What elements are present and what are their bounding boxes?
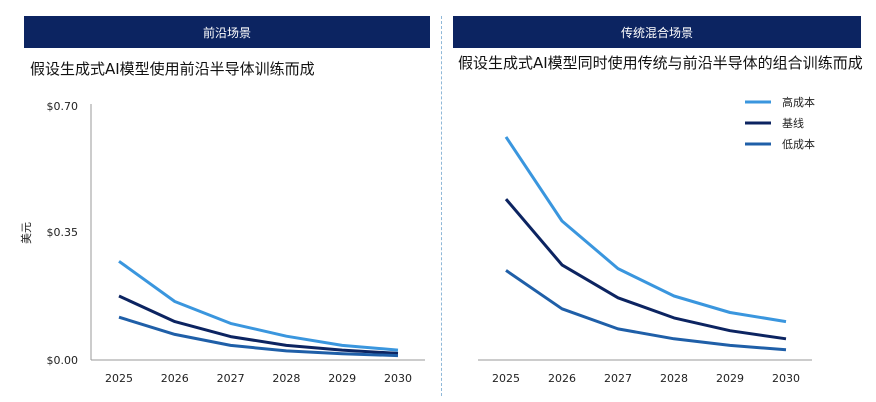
left-panel-banner: 前沿场景 (24, 16, 430, 48)
right-series-high-line (504, 136, 787, 324)
right-panel-banner: 传统混合场景 (453, 16, 861, 48)
left-series-low-line (118, 315, 399, 358)
right-x-tick-2029: 2029 (716, 372, 744, 385)
legend-low-label: 低成本 (782, 137, 815, 151)
left-x-tick-2025: 2025 (105, 372, 133, 385)
right-series-low-line (505, 269, 787, 352)
left-y-tick: $0.00 (47, 354, 79, 367)
right-series-base-line (504, 198, 787, 341)
legend-base-label: 基线 (782, 116, 804, 130)
left-plot-area: 2025 2026 2027 2028 2029 2030 (105, 260, 412, 385)
right-chart-title: 假设生成式AI模型同时使用传统与前沿半导体的组合训练而成 (458, 54, 863, 72)
right-x-tick-2025: 2025 (492, 372, 520, 385)
left-x-tick-2026: 2026 (161, 372, 189, 385)
left-y-axis-label: 美元 (20, 222, 33, 244)
left-y-tick: $0.70 (47, 100, 79, 113)
left-series-base-line (118, 294, 399, 355)
left-x-tick-2027: 2027 (217, 372, 245, 385)
right-x-tick-2026: 2026 (548, 372, 576, 385)
left-x-tick-2030: 2030 (384, 372, 412, 385)
left-x-tick-2028: 2028 (272, 372, 300, 385)
right-x-tick-2030: 2030 (772, 372, 800, 385)
left-chart-title: 假设生成式AI模型使用前沿半导体训练而成 (30, 60, 315, 78)
legend-high-label: 高成本 (782, 95, 815, 109)
right-plot-area: 2025 2026 2027 2028 2029 2030 (492, 136, 800, 385)
left-y-tick: $0.35 (47, 226, 79, 239)
right-x-tick-2028: 2028 (660, 372, 688, 385)
left-x-tick-2029: 2029 (328, 372, 356, 385)
right-x-tick-2027: 2027 (604, 372, 632, 385)
left-series-high-line (118, 260, 399, 352)
panel-divider (441, 16, 442, 396)
